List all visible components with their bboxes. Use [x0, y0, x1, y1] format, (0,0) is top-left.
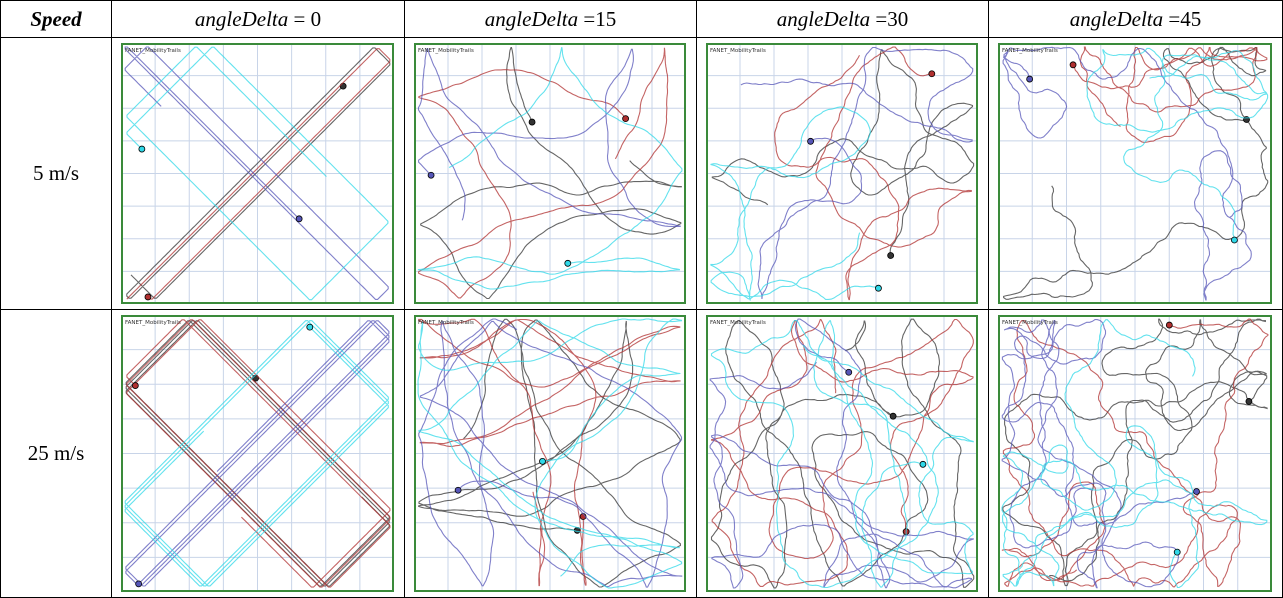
drone-icon	[808, 138, 814, 144]
drone-icon	[888, 253, 894, 259]
trail-panel: FANET_MobilityTrails	[414, 43, 686, 304]
header-cell: angleDelta = 0	[111, 0, 405, 38]
drone-icon	[565, 260, 571, 266]
drone-icon	[920, 461, 926, 467]
drone-icon	[1166, 322, 1172, 328]
panel-label: FANET_MobilityTrails	[125, 48, 181, 54]
trail-panel: FANET_MobilityTrails	[121, 43, 394, 304]
row-label: 5 m/s	[33, 161, 79, 186]
drone-icon	[1231, 237, 1237, 243]
header-text: Speed	[30, 7, 81, 32]
drone-icon	[307, 324, 313, 330]
drone-icon	[139, 146, 145, 152]
trail-panel: FANET_MobilityTrails	[706, 43, 978, 304]
trail-panel: FANET_MobilityTrails	[998, 43, 1272, 304]
header-value: = 0	[288, 7, 321, 32]
panel-label: FANET_MobilityTrails	[125, 320, 181, 326]
header-param: angleDelta	[195, 7, 288, 32]
header-value: =45	[1163, 7, 1201, 32]
header-cell: Speed	[0, 0, 112, 38]
drone-icon	[1027, 76, 1033, 82]
header-cell: angleDelta =30	[696, 0, 989, 38]
panel-label: FANET_MobilityTrails	[710, 48, 766, 54]
trail-panel: FANET_MobilityTrails	[706, 315, 978, 592]
drone-icon	[428, 172, 434, 178]
drone-icon	[132, 383, 138, 389]
drone-icon	[875, 285, 881, 291]
panel-label: FANET_MobilityTrails	[710, 320, 766, 326]
drone-icon	[145, 294, 151, 300]
drone-icon	[1246, 398, 1252, 404]
drone-icon	[890, 413, 896, 419]
row-label-cell: 5 m/s	[0, 37, 112, 310]
drone-icon	[1174, 549, 1180, 555]
row-label: 25 m/s	[28, 441, 85, 466]
drone-icon	[1070, 62, 1076, 68]
header-param: angleDelta	[1070, 7, 1163, 32]
drone-icon	[455, 487, 461, 493]
header-cell: angleDelta =15	[404, 0, 697, 38]
panel-label: FANET_MobilityTrails	[1002, 320, 1058, 326]
drone-icon	[623, 116, 629, 122]
trail-panel: FANET_MobilityTrails	[121, 315, 394, 592]
panel-label: FANET_MobilityTrails	[418, 320, 474, 326]
drone-icon	[1194, 489, 1200, 495]
panel-label: FANET_MobilityTrails	[418, 48, 474, 54]
drone-icon	[846, 369, 852, 375]
drone-icon	[540, 458, 546, 464]
drone-icon	[136, 581, 142, 587]
trail-panel: FANET_MobilityTrails	[414, 315, 686, 592]
row-label-cell: 25 m/s	[0, 309, 112, 598]
results-table: SpeedangleDelta = 0angleDelta =15angleDe…	[0, 0, 1283, 598]
header-param: angleDelta	[485, 7, 578, 32]
trail-panel: FANET_MobilityTrails	[998, 315, 1272, 592]
header-param: angleDelta	[777, 7, 870, 32]
drone-icon	[529, 119, 535, 125]
drone-icon	[296, 216, 302, 222]
header-value: =15	[578, 7, 616, 32]
header-cell: angleDelta =45	[988, 0, 1283, 38]
drone-icon	[929, 71, 935, 77]
header-value: =30	[870, 7, 908, 32]
panel-label: FANET_MobilityTrails	[1002, 48, 1058, 54]
